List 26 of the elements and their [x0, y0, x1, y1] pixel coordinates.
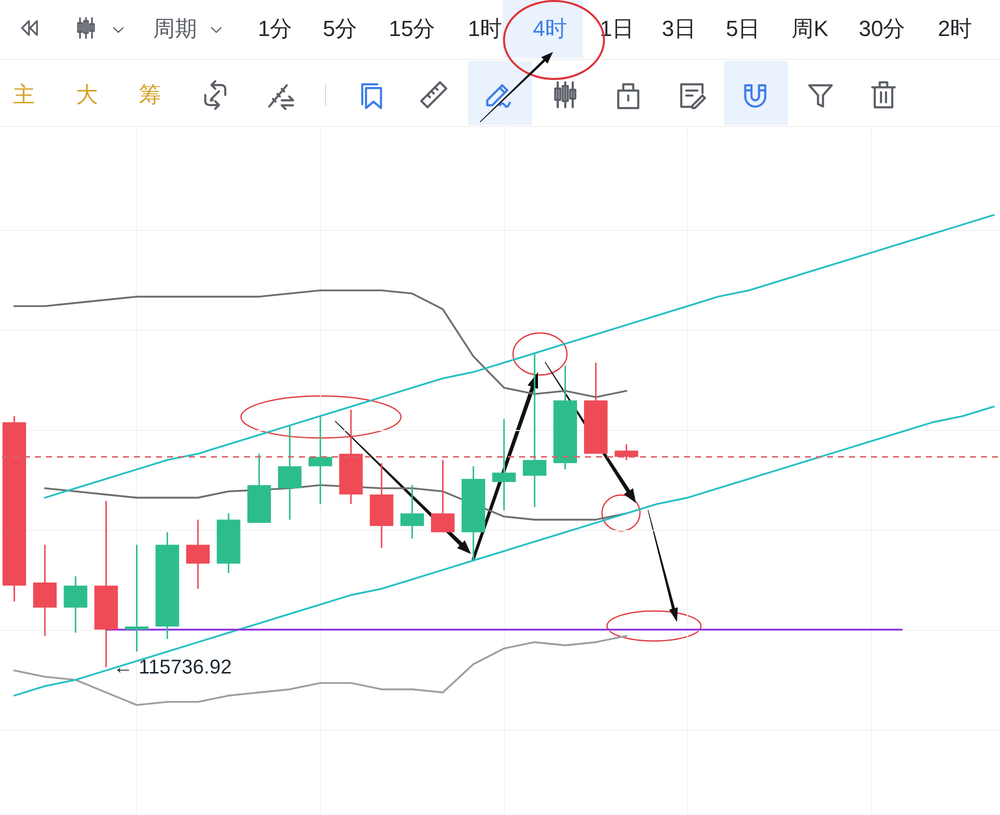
candlestick — [64, 575, 88, 634]
candlestick — [400, 484, 424, 540]
text: 30分 — [858, 16, 906, 41]
text: 2时 — [938, 16, 972, 41]
candlestick — [522, 352, 546, 508]
text: 大 — [76, 82, 98, 107]
candlestick — [186, 518, 210, 590]
text: 筹 — [139, 82, 161, 107]
text: 1时 — [468, 16, 502, 41]
annotation: ← 115736.92 — [113, 656, 232, 678]
text: 3日 — [662, 16, 696, 41]
text: 1分 — [258, 16, 292, 41]
text: 5分 — [322, 16, 358, 41]
candlestick — [614, 444, 638, 461]
text: 周期 — [153, 16, 197, 41]
text: 15分 — [388, 16, 436, 41]
text: 周K — [792, 16, 828, 41]
text: 5日 — [726, 16, 760, 41]
candlestick — [308, 415, 332, 505]
text: 4时 — [532, 16, 568, 41]
candlestick — [492, 418, 516, 512]
text: 1日 — [600, 16, 634, 41]
text: 主 — [13, 82, 35, 107]
candlestick — [124, 544, 149, 652]
candlestick — [431, 459, 455, 533]
candlestick — [278, 424, 302, 520]
